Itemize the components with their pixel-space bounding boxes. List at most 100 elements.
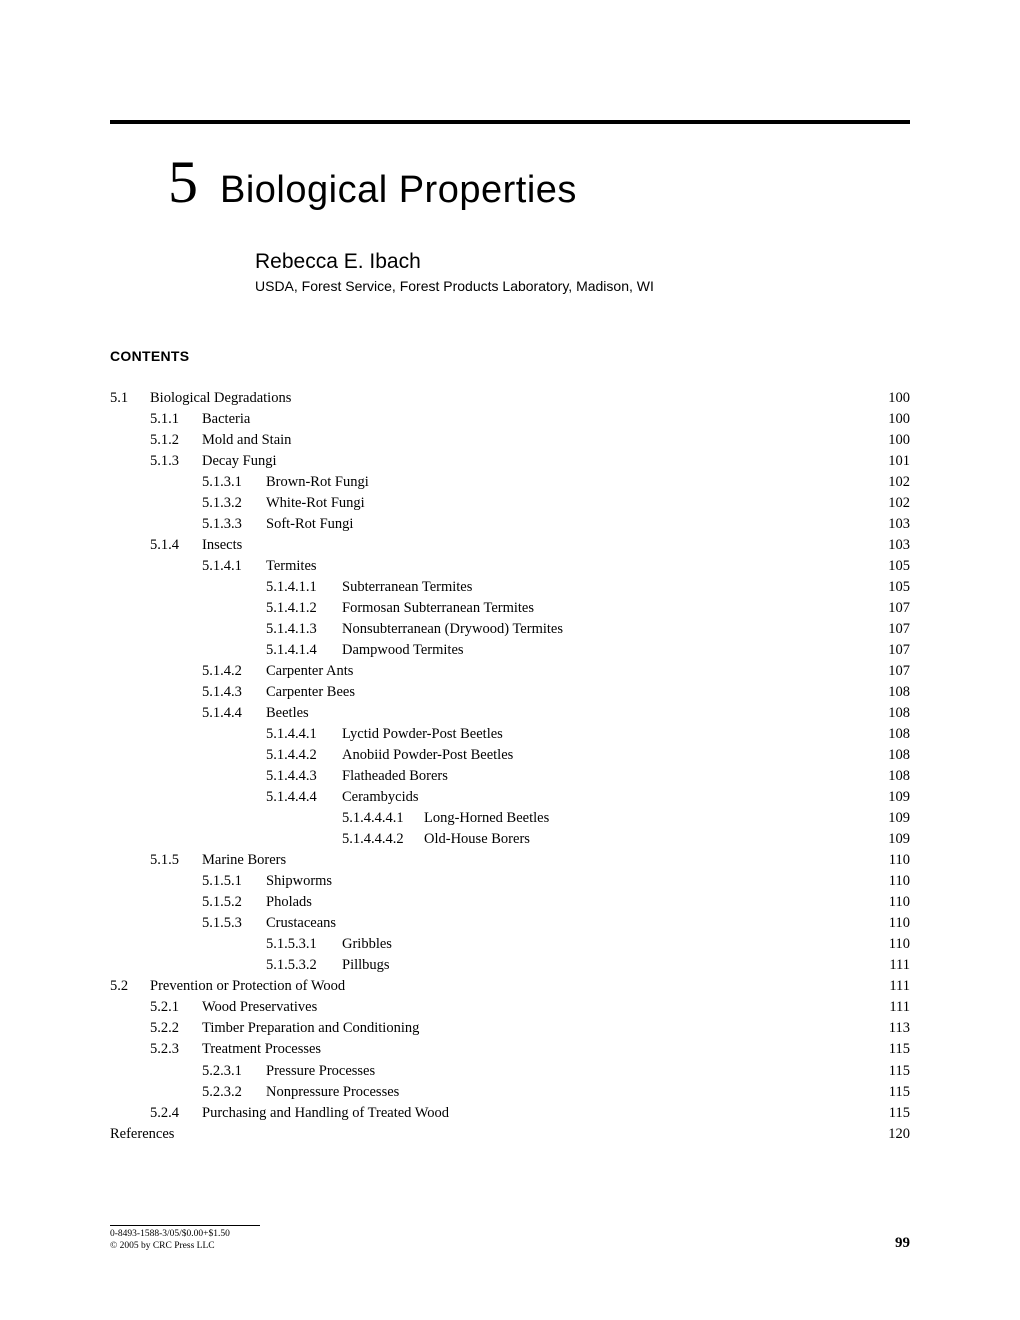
toc-entry: 5.2Prevention or Protection of Wood111 xyxy=(110,976,910,997)
toc-entry-number: 5.1.4.1.3 xyxy=(266,619,342,640)
footer-copyright: 0-8493-1588-3/05/$0.00+$1.50 © 2005 by C… xyxy=(110,1228,910,1252)
toc-entry: 5.2.3.1Pressure Processes115 xyxy=(110,1061,910,1082)
toc-entry-page: 110 xyxy=(889,913,910,934)
toc-entry-page: 100 xyxy=(888,388,910,409)
toc-entry: 5.1.4.3Carpenter Bees108 xyxy=(110,682,910,703)
toc-entry-number: 5.1.4 xyxy=(150,535,202,556)
author-block: Rebecca E. Ibach USDA, Forest Service, F… xyxy=(110,250,910,294)
toc-entry-title: Bacteria xyxy=(202,409,250,430)
footer-rule xyxy=(110,1225,260,1226)
toc-entry-page: 108 xyxy=(888,745,910,766)
toc-entry: 5.1.3Decay Fungi101 xyxy=(110,451,910,472)
toc-entry-title: Termites xyxy=(266,556,317,577)
toc-entry-page: 102 xyxy=(888,493,910,514)
toc-entry-title: Decay Fungi xyxy=(202,451,277,472)
toc-entry-title: Pholads xyxy=(266,892,312,913)
toc-entry-title: Brown-Rot Fungi xyxy=(266,472,369,493)
toc-entry-number: 5.1.4.1.2 xyxy=(266,598,342,619)
toc-entry-page: 101 xyxy=(888,451,910,472)
toc-entry-number: 5.1.4.4.4.2 xyxy=(342,829,424,850)
toc-entry: 5.1Biological Degradations 100 xyxy=(110,388,910,409)
toc-entry: 5.2.4Purchasing and Handling of Treated … xyxy=(110,1103,910,1124)
toc-entry-page: 100 xyxy=(888,409,910,430)
toc-entry-number: 5.1.4.4.1 xyxy=(266,724,342,745)
footer-isbn-line: 0-8493-1588-3/05/$0.00+$1.50 xyxy=(110,1228,910,1240)
toc-entry-page: 115 xyxy=(889,1103,910,1124)
toc-entry: 5.1.4.4.2Anobiid Powder-Post Beetles 108 xyxy=(110,745,910,766)
toc-entry-number: 5.1.3.2 xyxy=(202,493,266,514)
toc-entry: 5.1.2Mold and Stain100 xyxy=(110,430,910,451)
toc-entry-number: 5.2.2 xyxy=(150,1018,202,1039)
toc-entry-title: Mold and Stain xyxy=(202,430,291,451)
toc-entry-title: Nonpressure Processes xyxy=(266,1082,399,1103)
toc-entry-title: Wood Preservatives xyxy=(202,997,317,1018)
toc-entry: 5.2.2Timber Preparation and Conditioning… xyxy=(110,1018,910,1039)
toc-entry-number: 5.1.4.4.4 xyxy=(266,787,342,808)
toc-entry: 5.1.4.4Beetles 108 xyxy=(110,703,910,724)
toc-entry-number: 5.1.5.1 xyxy=(202,871,266,892)
toc-entry: 5.2.3Treatment Processes115 xyxy=(110,1039,910,1060)
toc-entry-number: 5.1.3.1 xyxy=(202,472,266,493)
toc-entry: 5.1.5Marine Borers 110 xyxy=(110,850,910,871)
toc-entry: 5.1.4.1Termites 105 xyxy=(110,556,910,577)
toc-entry-page: 115 xyxy=(889,1039,910,1060)
toc-entry-number: 5.1.4.2 xyxy=(202,661,266,682)
toc-entry-title: Beetles xyxy=(266,703,309,724)
toc-entry-number: 5.1.5 xyxy=(150,850,202,871)
toc-entry-page: 110 xyxy=(889,934,910,955)
toc-entry-number: 5.1.4.3 xyxy=(202,682,266,703)
toc-entry-number: 5.1.4.1 xyxy=(202,556,266,577)
toc-entry-title: Subterranean Termites xyxy=(342,577,472,598)
toc-entry-title: Purchasing and Handling of Treated Wood xyxy=(202,1103,449,1124)
toc-entry: 5.1.4.1.2Formosan Subterranean Termites1… xyxy=(110,598,910,619)
toc-entry-number: 5.1 xyxy=(110,388,150,409)
toc-entry-page: 105 xyxy=(888,577,910,598)
toc-entry-number: 5.1.4.4.3 xyxy=(266,766,342,787)
top-rule xyxy=(110,120,910,124)
toc-entry: 5.1.4Insects103 xyxy=(110,535,910,556)
toc-entry: 5.1.4.1.4Dampwood Termites107 xyxy=(110,640,910,661)
toc-entry-page: 108 xyxy=(888,682,910,703)
footer-press-line: © 2005 by CRC Press LLC xyxy=(110,1240,910,1252)
toc-entry-number: 5.2 xyxy=(110,976,150,997)
toc-entry-page: 108 xyxy=(888,766,910,787)
toc-entry: 5.1.4.2Carpenter Ants107 xyxy=(110,661,910,682)
toc-entry-number: 5.1.4.4 xyxy=(202,703,266,724)
toc-entry: 5.1.5.3Crustaceans110 xyxy=(110,913,910,934)
page-container: 5 Biological Properties Rebecca E. Ibach… xyxy=(0,0,1020,1205)
toc-entry-page: 111 xyxy=(889,997,910,1018)
toc-entry-title: Crustaceans xyxy=(266,913,336,934)
toc-entry-title: Anobiid Powder-Post Beetles xyxy=(342,745,513,766)
page-footer: 0-8493-1588-3/05/$0.00+$1.50 © 2005 by C… xyxy=(110,1225,910,1252)
toc-entry-title: Marine Borers xyxy=(202,850,286,871)
toc-entry-number: 5.1.5.2 xyxy=(202,892,266,913)
toc-entry: 5.1.4.1.3Nonsubterranean (Drywood) Termi… xyxy=(110,619,910,640)
toc-entry-page: 105 xyxy=(888,556,910,577)
author-affiliation: USDA, Forest Service, Forest Products La… xyxy=(255,278,910,294)
toc-entry-page: 110 xyxy=(889,850,910,871)
toc-entry: 5.2.3.2Nonpressure Processes 115 xyxy=(110,1082,910,1103)
toc-entry: 5.1.3.3Soft-Rot Fungi103 xyxy=(110,514,910,535)
toc-entry-title: Dampwood Termites xyxy=(342,640,464,661)
toc-entry-number: 5.1.5.3.2 xyxy=(266,955,342,976)
toc-entry: 5.1.5.1Shipworms 110 xyxy=(110,871,910,892)
toc-entry-page: 102 xyxy=(888,472,910,493)
toc-entry-number: 5.2.3.2 xyxy=(202,1082,266,1103)
toc-entry-title: Biological Degradations xyxy=(150,388,291,409)
toc-entry-number: 5.1.3.3 xyxy=(202,514,266,535)
toc-entry: 5.1.4.4.1Lyctid Powder-Post Beetles108 xyxy=(110,724,910,745)
toc-entry-page: 115 xyxy=(889,1082,910,1103)
toc-entry-page: 110 xyxy=(889,871,910,892)
toc-entry-page: 107 xyxy=(888,640,910,661)
toc-entry-page: 110 xyxy=(889,892,910,913)
toc-entry-title: Cerambycids xyxy=(342,787,419,808)
toc-entry-title: Shipworms xyxy=(266,871,332,892)
toc-entry-title: Prevention or Protection of Wood xyxy=(150,976,345,997)
toc-entry-number: 5.1.4.4.2 xyxy=(266,745,342,766)
toc-entry: References120 xyxy=(110,1124,910,1145)
toc-entry-page: 108 xyxy=(888,703,910,724)
toc-entry-page: 100 xyxy=(888,430,910,451)
page-number: 99 xyxy=(895,1235,910,1252)
toc-entry-title: Treatment Processes xyxy=(202,1039,321,1060)
toc-entry: 5.1.5.3.1Gribbles110 xyxy=(110,934,910,955)
